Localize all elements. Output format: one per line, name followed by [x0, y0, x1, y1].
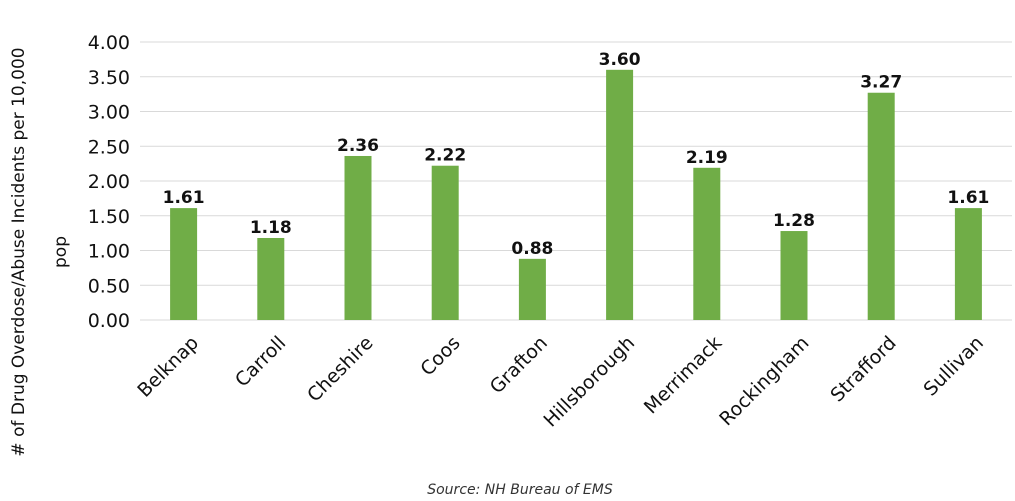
data-label-merrimack: 2.19: [686, 148, 728, 168]
x-tick-label-cheshire: Cheshire: [303, 332, 377, 406]
x-tick-label-coos: Coos: [416, 332, 464, 380]
y-tick-label: 1.50: [88, 206, 130, 228]
bar-hillsborough: [606, 69, 634, 320]
x-tick-label-carroll: Carroll: [231, 332, 290, 391]
y-tick-label: 0.00: [88, 310, 130, 332]
y-tick-label: 2.00: [88, 171, 130, 193]
x-tick-label-sullivan: Sullivan: [919, 332, 988, 401]
y-tick-label: 1.00: [88, 241, 130, 263]
y-axis-ticks: 0.00 0.50 1.00 1.50 2.00 2.50 3.00 3.50 4.00: [88, 32, 130, 332]
x-tick-label-belknap: Belknap: [133, 332, 203, 402]
bar-coos: [431, 165, 459, 320]
bars: [170, 69, 982, 320]
y-tick-label: 2.50: [88, 136, 130, 158]
y-axis-title-line1: # of Drug Overdose/Abuse Incidents per 1…: [9, 47, 29, 456]
x-tick-label-strafford: Strafford: [826, 332, 900, 406]
x-tick-label-hillsborough: Hillsborough: [540, 332, 640, 432]
y-tick-label: 4.00: [88, 32, 130, 54]
data-label-rockingham: 1.28: [773, 211, 815, 231]
data-label-carroll: 1.18: [250, 218, 292, 238]
x-tick-label-rockingham: Rockingham: [715, 332, 813, 430]
y-tick-label: 3.50: [88, 67, 130, 89]
gridlines: [140, 41, 1012, 321]
x-tick-label-grafton: Grafton: [486, 332, 552, 398]
bar-strafford: [867, 92, 895, 320]
data-label-hillsborough: 3.60: [599, 50, 641, 70]
data-label-sullivan: 1.61: [947, 188, 989, 208]
y-tick-label: 3.00: [88, 102, 130, 124]
data-label-cheshire: 2.36: [337, 136, 379, 156]
bar-cheshire: [344, 155, 372, 320]
bar-rockingham: [780, 231, 808, 320]
data-label-belknap: 1.61: [163, 188, 205, 208]
bar-grafton: [518, 258, 546, 320]
data-label-coos: 2.22: [424, 146, 466, 166]
bar-sullivan: [954, 208, 982, 320]
data-labels: 1.61 1.18 2.36 2.22 0.88 3.60 2.19 1.28 3.27 1.61: [163, 50, 990, 259]
y-tick-label: 0.50: [88, 275, 130, 297]
data-label-strafford: 3.27: [860, 73, 902, 93]
x-axis-ticks: Belknap Carroll Cheshire Coos GraftonHillsbo…: [133, 332, 988, 432]
bar-merrimack: [693, 167, 721, 320]
bar-belknap: [170, 208, 198, 320]
y-axis-title-line2: pop: [51, 236, 71, 268]
bar-carroll: [257, 237, 285, 320]
x-tick-label-merrimack: Merrimack: [640, 332, 726, 418]
source-note: Source: NH Bureau of EMS: [427, 482, 613, 498]
data-label-grafton: 0.88: [511, 239, 553, 259]
